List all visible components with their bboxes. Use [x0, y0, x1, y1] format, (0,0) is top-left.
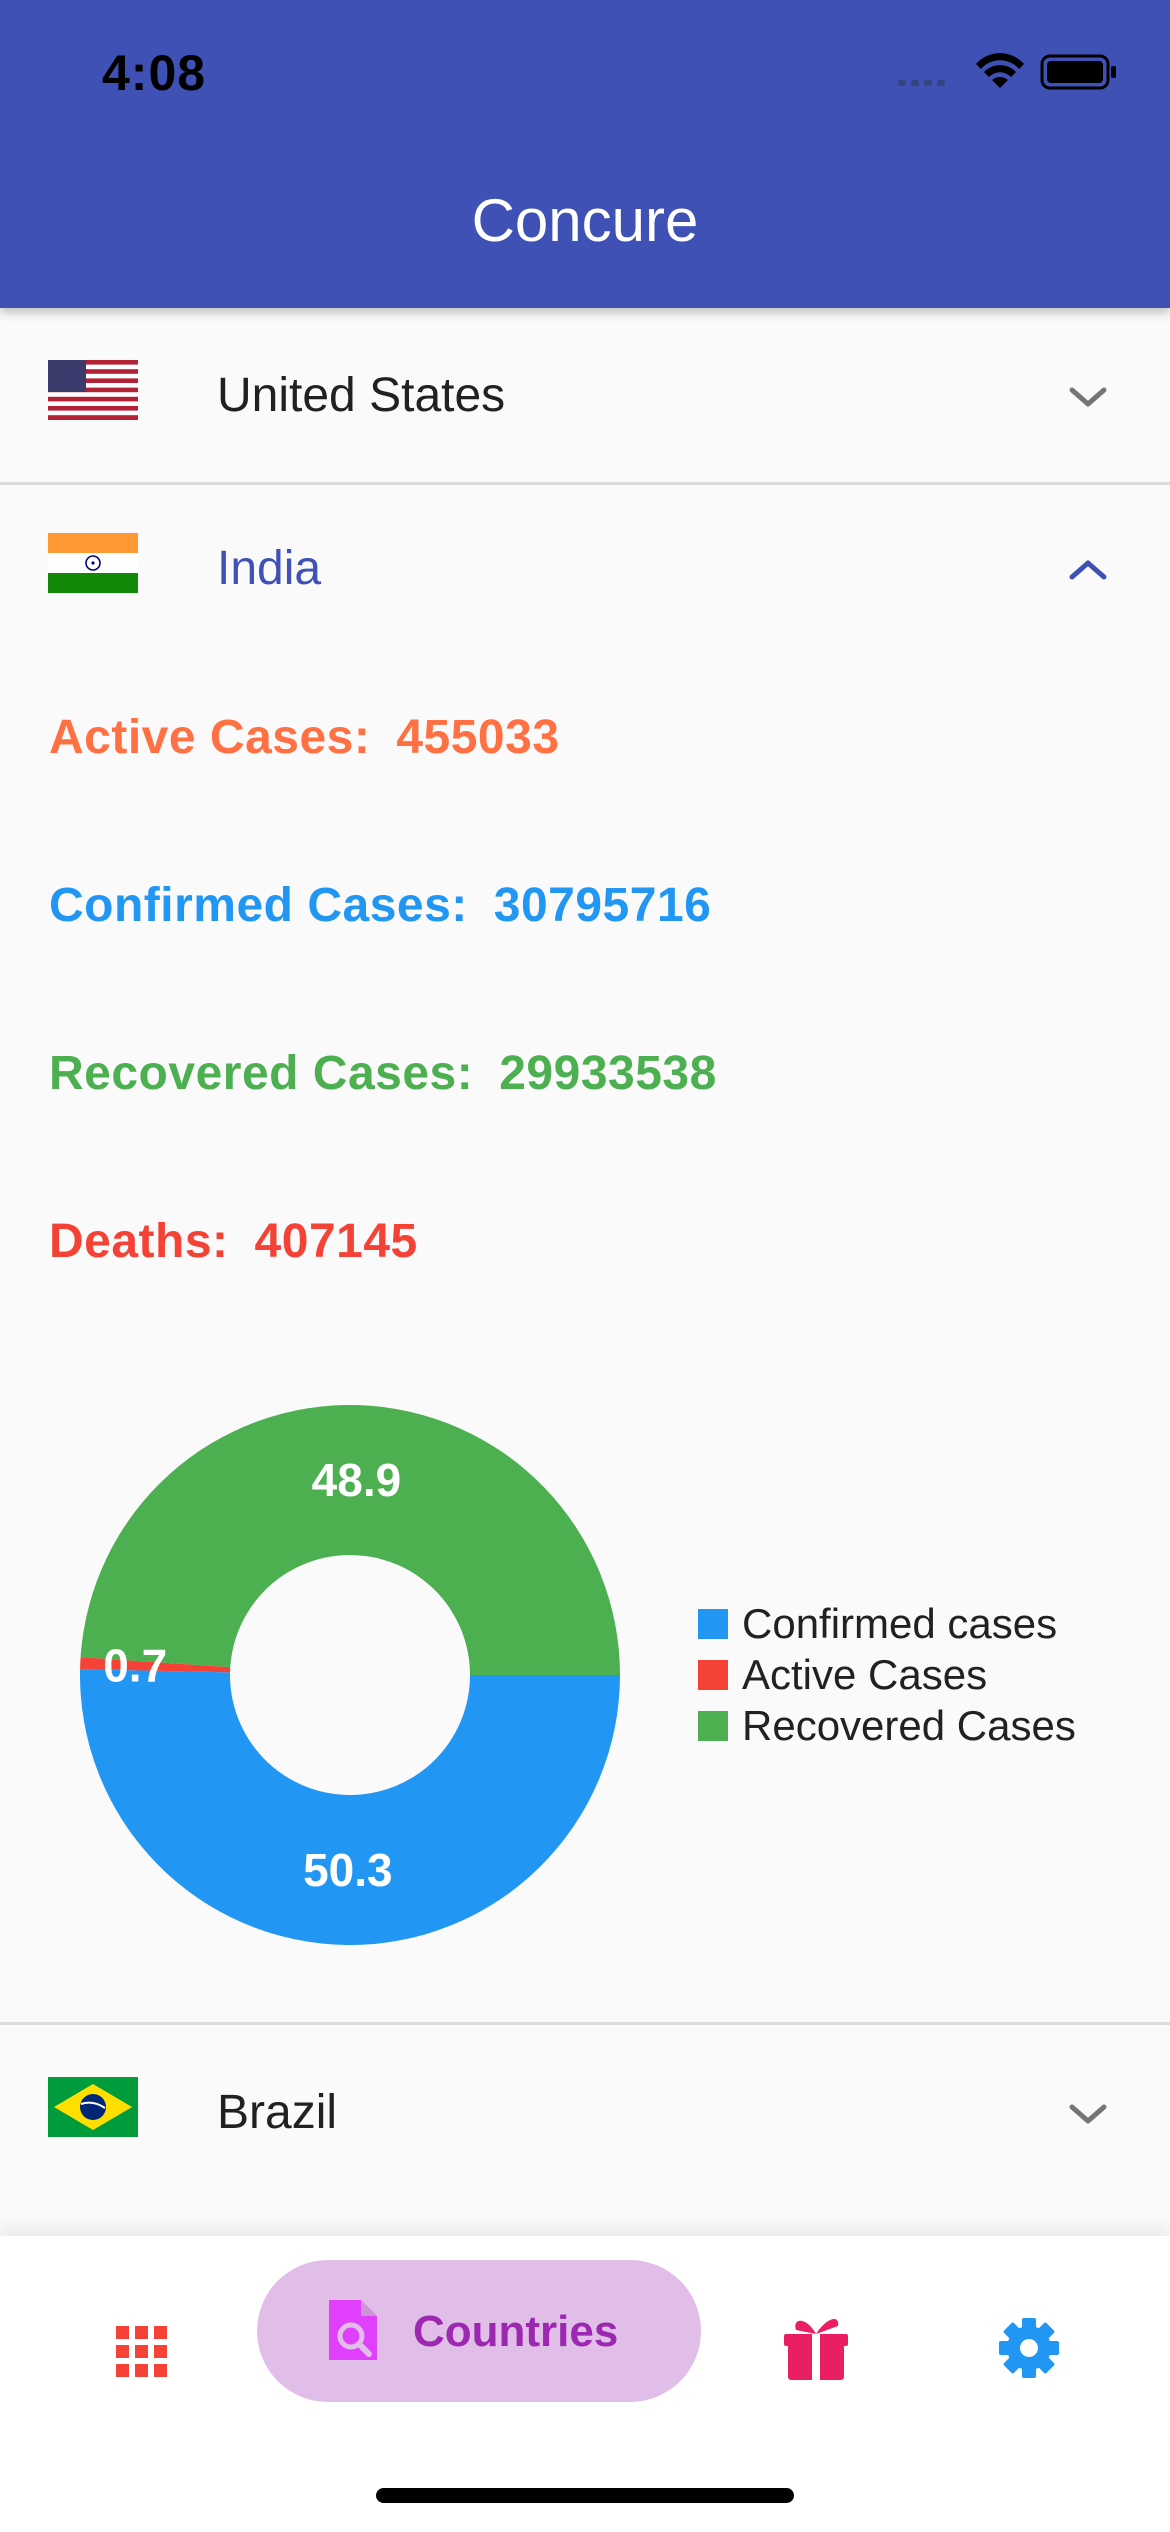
stat-label: Recovered Cases: — [49, 1047, 474, 1100]
slice-data-label: 50.3 — [303, 1844, 393, 1896]
country-name: United States — [217, 369, 506, 422]
legend-item-recovered: Recovered Cases — [698, 1700, 1076, 1751]
legend-item-active: Active Cases — [698, 1649, 1076, 1700]
document-search-icon — [329, 2300, 377, 2360]
status-icons — [898, 53, 1116, 90]
slice-data-label: 0.7 — [103, 1640, 167, 1692]
app-bar: 4:08 Concure — [0, 0, 1170, 308]
status-time: 4:08 — [102, 45, 207, 101]
slice-confirmed — [79, 1669, 620, 1946]
legend-label: Confirmed cases — [742, 1599, 1058, 1647]
stat-value: 30795716 — [493, 879, 712, 932]
gear-icon[interactable] — [979, 2298, 1079, 2398]
nav-item-countries[interactable]: Countries — [257, 2260, 701, 2402]
slice-active — [80, 1657, 231, 1673]
bottom-navigation: Countries — [0, 2236, 1170, 2532]
grid-icon[interactable] — [92, 2302, 192, 2402]
donut-chart: 50.3 0.7 48.9 — [79, 1405, 620, 1946]
legend-item-confirmed: Confirmed cases — [698, 1598, 1076, 1649]
cellular-signal-icon — [898, 80, 945, 86]
chevron-up-icon — [1069, 560, 1107, 580]
country-tile-brazil[interactable]: Brazil — [0, 2025, 1170, 2199]
stat-value: 29933538 — [499, 1047, 717, 1100]
chevron-down-icon — [1069, 387, 1107, 407]
stat-deaths: Deaths: 407145 — [49, 1214, 418, 1269]
country-tile-united-states[interactable]: United States — [0, 308, 1170, 482]
us-flag-icon — [48, 360, 138, 420]
legend-swatch — [698, 1710, 728, 1741]
legend-swatch — [698, 1608, 728, 1639]
slice-data-label: 48.9 — [312, 1454, 402, 1506]
home-indicator — [376, 2488, 794, 2503]
divider — [0, 2022, 1170, 2025]
stat-label: Confirmed Cases: — [49, 879, 468, 932]
legend-label: Recovered Cases — [742, 1701, 1076, 1749]
brazil-flag-icon — [48, 2077, 138, 2137]
divider — [0, 482, 1170, 485]
stat-recovered-cases: Recovered Cases: 29933538 — [49, 1046, 717, 1101]
stat-label: Deaths: — [49, 1215, 229, 1268]
india-flag-icon — [48, 533, 138, 593]
stat-value: 455033 — [396, 711, 560, 764]
stat-value: 407145 — [254, 1215, 418, 1268]
legend-swatch — [698, 1659, 728, 1690]
wifi-icon — [976, 53, 1024, 88]
country-name: India — [217, 542, 322, 595]
stat-confirmed-cases: Confirmed Cases: 30795716 — [49, 878, 711, 933]
stat-active-cases: Active Cases: 455033 — [49, 710, 560, 765]
chart-legend: Confirmed cases Active Cases Recovered C… — [698, 1598, 1076, 1751]
battery-icon — [1040, 54, 1116, 90]
stat-label: Active Cases: — [49, 711, 371, 764]
gift-icon[interactable] — [766, 2300, 866, 2400]
legend-label: Active Cases — [742, 1650, 988, 1698]
app-title: Concure — [471, 187, 699, 254]
country-name: Brazil — [217, 2086, 338, 2139]
chevron-down-icon — [1069, 2104, 1107, 2124]
nav-item-label: Countries — [413, 2307, 619, 2356]
country-tile-india[interactable]: India — [0, 485, 1170, 659]
slice-recovered — [80, 1405, 620, 1675]
